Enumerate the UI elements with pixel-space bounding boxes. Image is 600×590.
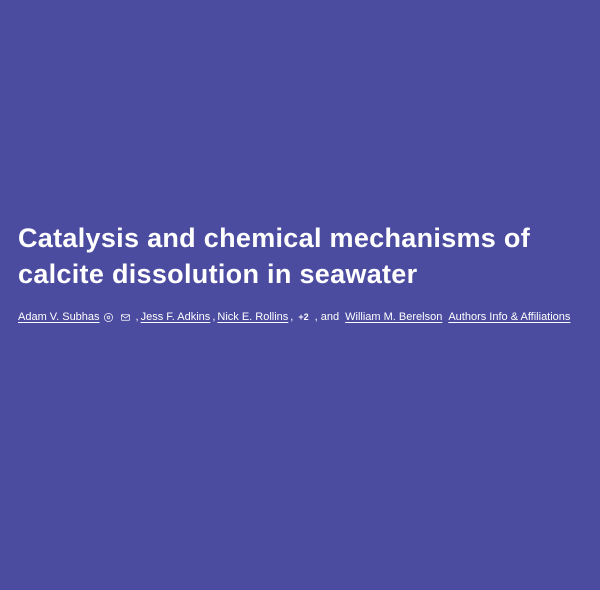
- separator: ,: [136, 309, 139, 327]
- author-link-4[interactable]: William M. Berelson: [345, 309, 442, 327]
- separator: ,: [290, 309, 293, 327]
- author-link-2[interactable]: Jess F. Adkins: [141, 309, 211, 327]
- author-link-1[interactable]: Adam V. Subhas: [18, 309, 100, 327]
- plus-authors-badge[interactable]: +2: [298, 310, 308, 324]
- article-title: Catalysis and chemical mechanisms of cal…: [18, 220, 582, 293]
- author-link-3[interactable]: Nick E. Rollins: [217, 309, 288, 327]
- authors-info-affiliations-link[interactable]: Authors Info & Affiliations: [448, 309, 570, 327]
- separator: ,: [212, 309, 215, 327]
- orcid-icon[interactable]: [103, 312, 114, 323]
- article-header: Catalysis and chemical mechanisms of cal…: [0, 0, 600, 326]
- authors-row: Adam V. Subhas , Jess F. Adkins , Nick E…: [18, 309, 582, 327]
- mail-icon[interactable]: [120, 312, 131, 323]
- conjunction: , and: [315, 309, 339, 327]
